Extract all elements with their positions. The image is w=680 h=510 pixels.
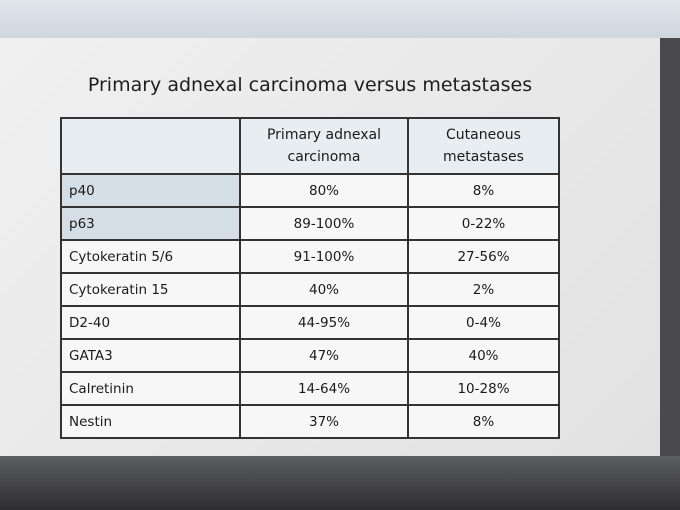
table-cell: 0-4%: [407, 305, 560, 340]
header-cell: Primary adnexal carcinoma: [239, 117, 409, 175]
table-cell: 40%: [407, 338, 560, 373]
header-row: Primary adnexal carcinoma Cutaneous metas…: [60, 117, 560, 175]
table-cell: 40%: [239, 272, 409, 307]
table-row: Cytokeratin 15 40% 2%: [60, 272, 560, 307]
row-label: GATA3: [60, 338, 241, 373]
table-row: p40 80% 8%: [60, 173, 560, 208]
table-row: D2-40 44-95% 0-4%: [60, 305, 560, 340]
row-label: Calretinin: [60, 371, 241, 406]
row-label: Cytokeratin 15: [60, 272, 241, 307]
table-row: Nestin 37% 8%: [60, 404, 560, 439]
table-cell: 8%: [407, 173, 560, 208]
table-cell: 47%: [239, 338, 409, 373]
table-row: Calretinin 14-64% 10-28%: [60, 371, 560, 406]
table-cell: 44-95%: [239, 305, 409, 340]
screen-top: [0, 0, 680, 38]
comparison-table: Primary adnexal carcinoma Cutaneous metas…: [60, 117, 560, 439]
header-cell: [60, 117, 241, 175]
table-cell: 8%: [407, 404, 560, 439]
table-cell: 37%: [239, 404, 409, 439]
table-cell: 91-100%: [239, 239, 409, 274]
table-row: Cytokeratin 5/6 91-100% 27-56%: [60, 239, 560, 274]
monitor-bezel: [0, 456, 680, 510]
table-cell: 27-56%: [407, 239, 560, 274]
table-cell: 80%: [239, 173, 409, 208]
table-cell: 2%: [407, 272, 560, 307]
table-cell: 14-64%: [239, 371, 409, 406]
slide-title: Primary adnexal carcinoma versus metasta…: [87, 74, 533, 96]
table-row: p63 89-100% 0-22%: [60, 206, 560, 241]
row-label: Cytokeratin 5/6: [60, 239, 241, 274]
row-label: D2-40: [60, 305, 241, 340]
table-cell: 89-100%: [239, 206, 409, 241]
header-cell: Cutaneous metastases: [407, 117, 560, 175]
row-label: p40: [60, 173, 241, 208]
row-label: Nestin: [60, 404, 241, 439]
row-label: p63: [60, 206, 241, 241]
table-row: GATA3 47% 40%: [60, 338, 560, 373]
table-cell: 0-22%: [407, 206, 560, 241]
table-cell: 10-28%: [407, 371, 560, 406]
